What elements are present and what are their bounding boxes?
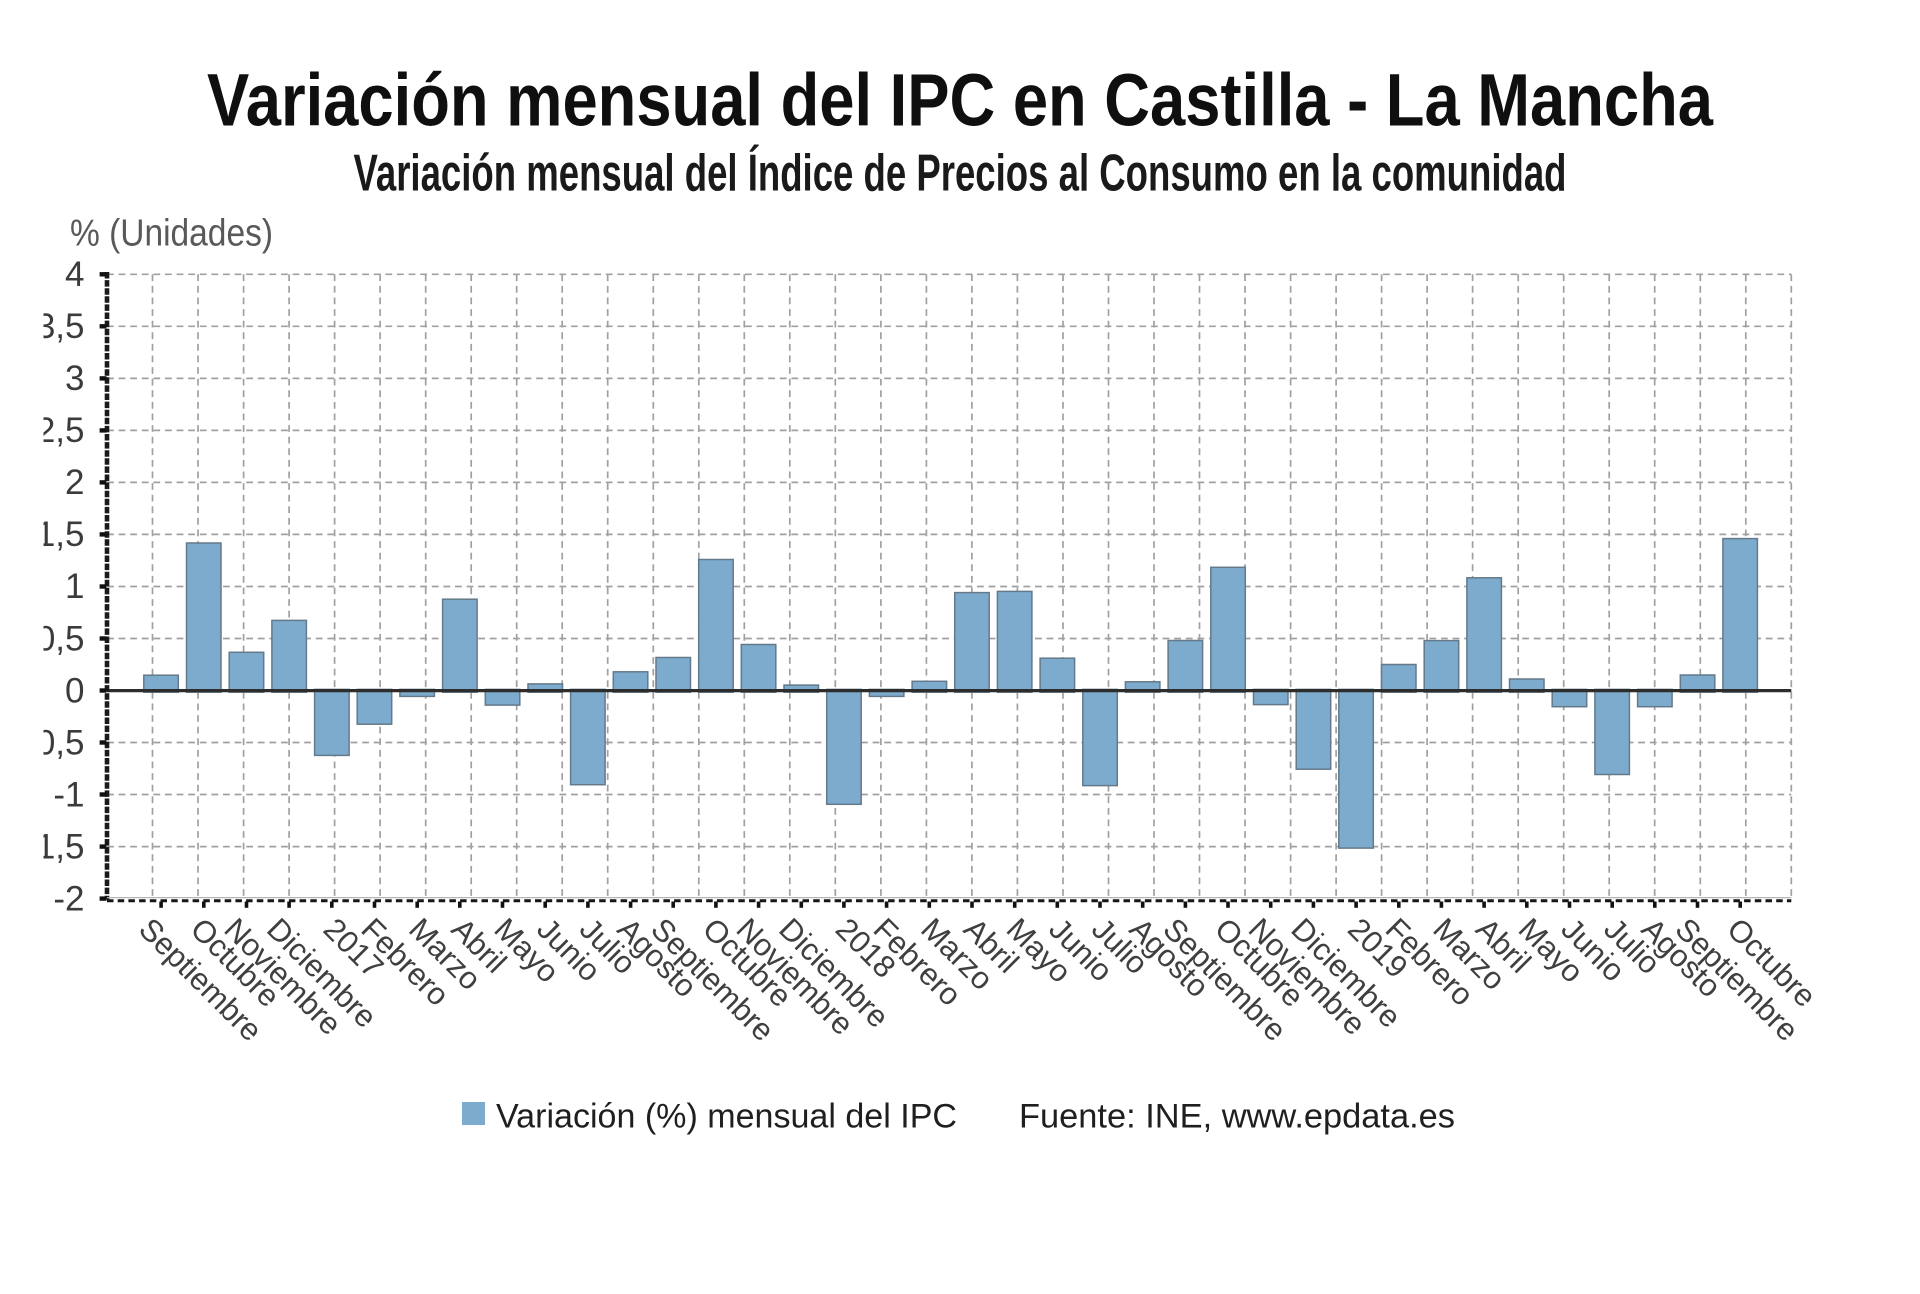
svg-text:2: 2 bbox=[65, 463, 84, 502]
svg-text:0,5: 0,5 bbox=[36, 619, 85, 658]
svg-text:3,5: 3,5 bbox=[36, 307, 85, 346]
svg-text:-1: -1 bbox=[53, 775, 84, 814]
svg-text:1,5: 1,5 bbox=[36, 515, 85, 554]
svg-text:Variación mensual del IPC en C: Variación mensual del IPC en Castilla - … bbox=[207, 59, 1713, 142]
svg-text:Variación mensual del Índice d: Variación mensual del Índice de Precios … bbox=[354, 145, 1567, 203]
svg-text:Fuente: INE, www.epdata.es: Fuente: INE, www.epdata.es bbox=[1019, 1098, 1455, 1136]
svg-text:1: 1 bbox=[65, 567, 84, 606]
svg-text:0: 0 bbox=[65, 671, 84, 710]
svg-text:% (Unidades): % (Unidades) bbox=[70, 213, 273, 255]
svg-text:-2: -2 bbox=[53, 879, 84, 918]
svg-text:4: 4 bbox=[65, 255, 84, 294]
svg-text:3: 3 bbox=[65, 359, 84, 398]
svg-text:2,5: 2,5 bbox=[36, 411, 85, 450]
svg-text:Variación (%) mensual del IPC: Variación (%) mensual del IPC bbox=[496, 1098, 957, 1136]
